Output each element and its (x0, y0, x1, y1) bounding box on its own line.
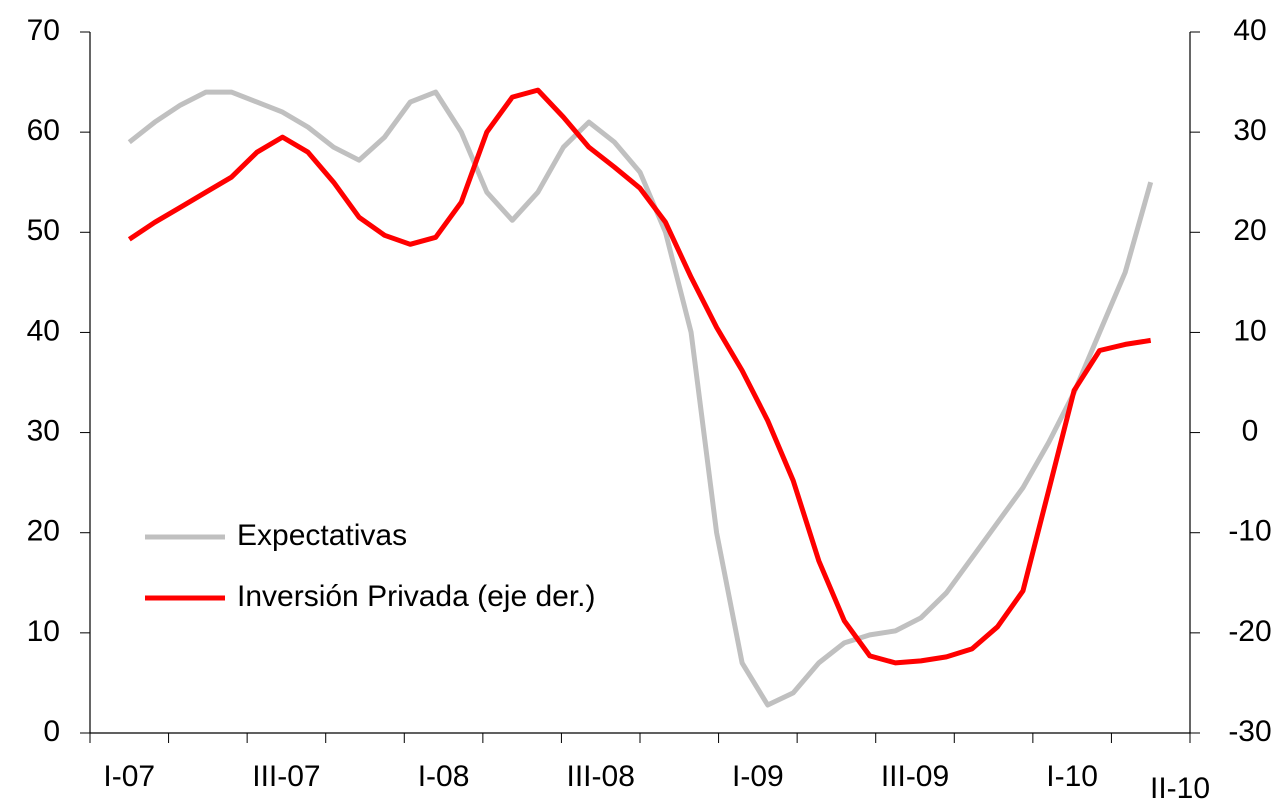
x-tick-label: III-07 (252, 760, 320, 793)
y-tick-label: 70 (27, 14, 60, 47)
legend-label: Inversión Privada (eje der.) (237, 580, 596, 613)
line-series (127, 87, 1152, 666)
y-tick-label: 30 (27, 414, 60, 447)
y-tick-label: 0 (43, 715, 60, 748)
y2-tick-label: -30 (1228, 715, 1271, 748)
y2-tick-label: 10 (1233, 314, 1266, 347)
y2-tick-label: 40 (1233, 14, 1266, 47)
line-series (127, 89, 1154, 708)
y2-tick-label: 30 (1233, 114, 1266, 147)
y-tick-label: 60 (27, 114, 60, 147)
x-tick-label: I-10 (1046, 760, 1098, 793)
y2-tick-label: 0 (1242, 414, 1259, 447)
y2-tick-label: -10 (1228, 515, 1271, 548)
x-tick-label: III-09 (881, 760, 949, 793)
x-tick-label: I-08 (418, 760, 470, 793)
y2-tick-label: 20 (1233, 214, 1266, 247)
x-tick-label: I-07 (103, 760, 155, 793)
x-tick-label: III-08 (567, 760, 635, 793)
y-tick-label: 20 (27, 515, 60, 548)
y-tick-label: 40 (27, 314, 60, 347)
y-tick-label: 50 (27, 214, 60, 247)
x-tick-label: II-10 (1150, 772, 1210, 805)
legend-label: Expectativas (237, 519, 407, 552)
y-tick-label: 10 (27, 615, 60, 648)
x-tick-label: I-09 (732, 760, 784, 793)
y2-tick-label: -20 (1228, 615, 1271, 648)
